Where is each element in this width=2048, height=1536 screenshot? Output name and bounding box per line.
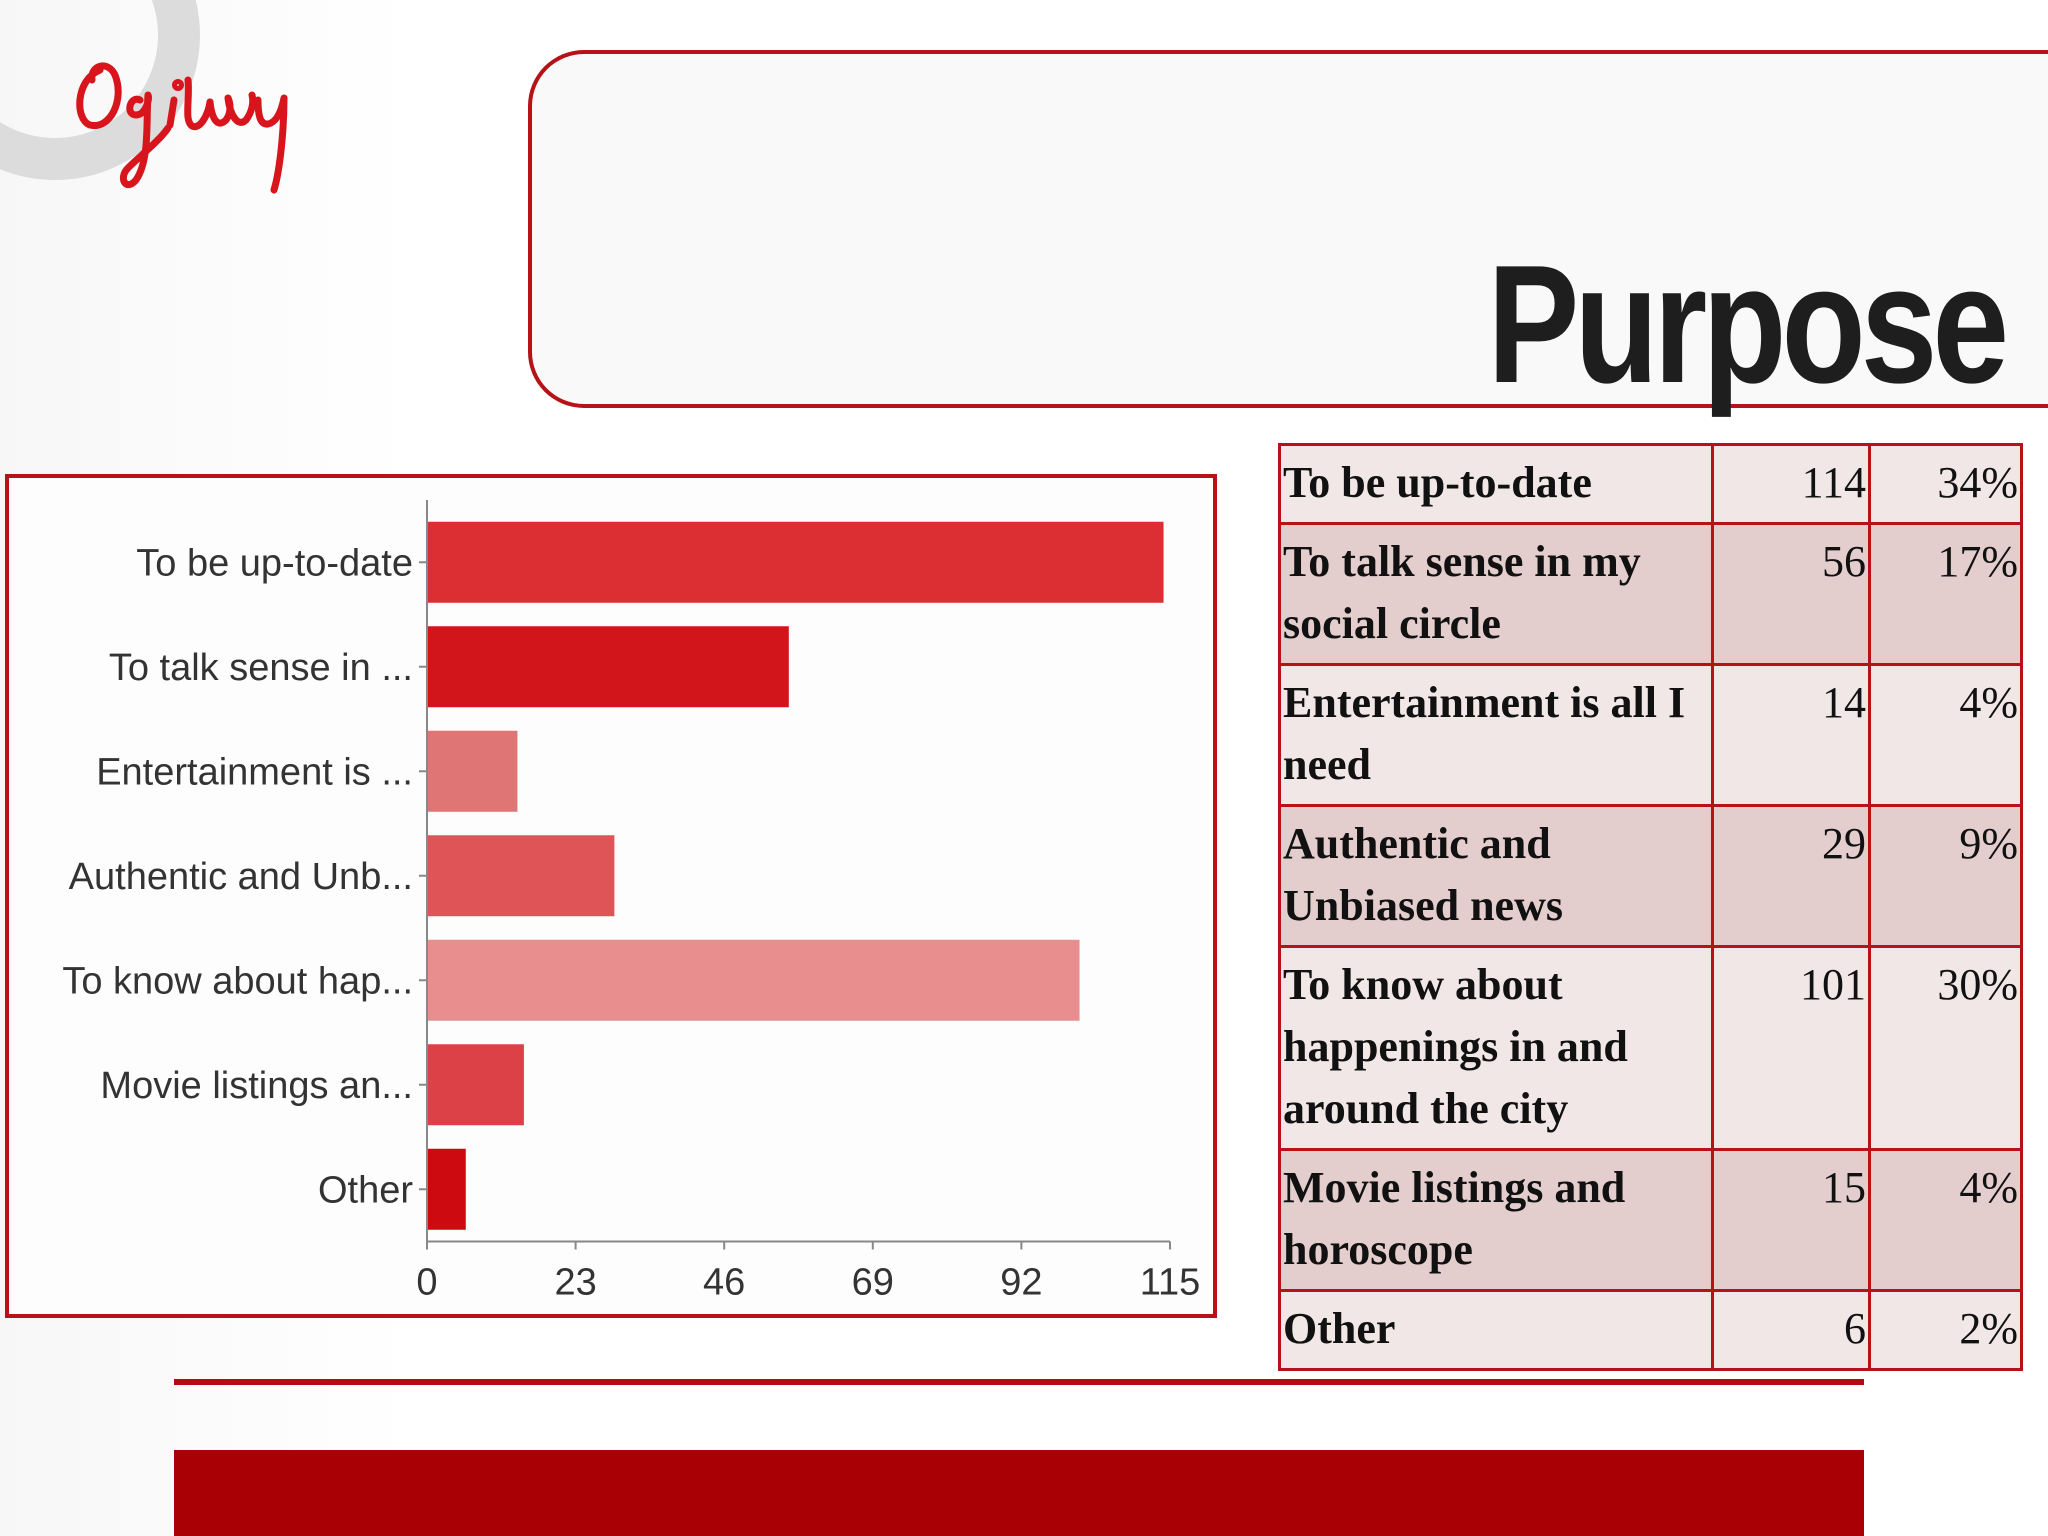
footer-bar [174, 1450, 1864, 1536]
y-tick-label: To talk sense in ... [109, 647, 413, 689]
row-percent: 34% [1868, 443, 2023, 525]
x-tick-label: 46 [703, 1262, 745, 1304]
x-tick-label: 0 [416, 1262, 437, 1304]
row-label: Movie listings and horoscope [1278, 1148, 1714, 1292]
row-percent: 4% [1868, 663, 2023, 807]
x-tick-label: 115 [1140, 1262, 1201, 1304]
row-label: To talk sense in my social circle [1278, 522, 1714, 666]
x-tick-label: 23 [554, 1262, 596, 1304]
chart-bar [427, 626, 789, 708]
table-row: Movie listings and horoscope 15 4% [1278, 1148, 2023, 1292]
footer-divider [174, 1379, 1864, 1385]
row-count: 14 [1711, 663, 1871, 807]
bar-chart: To be up-to-date To talk sense in ... Ente… [62, 500, 1201, 1304]
table-row: Entertainment is all I need 14 4% [1278, 663, 2023, 807]
bar-chart-frame: To be up-to-date To talk sense in ... Ente… [5, 474, 1217, 1318]
row-label: Authentic and Unbiased news [1278, 804, 1714, 948]
chart-bar [427, 1044, 524, 1126]
chart-bar [427, 521, 1164, 603]
row-label: Entertainment is all I need [1278, 663, 1714, 807]
chart-bar [427, 835, 615, 917]
row-percent: 30% [1868, 945, 2023, 1151]
page-title: Purpose [1487, 230, 2009, 418]
row-percent: 17% [1868, 522, 2023, 666]
row-count: 29 [1711, 804, 1871, 948]
row-label: To know about happenings in and around t… [1278, 945, 1714, 1151]
chart-bar [427, 730, 518, 812]
table-row: To talk sense in my social circle 56 17% [1278, 522, 2023, 666]
row-percent: 9% [1868, 804, 2023, 948]
y-tick-label: Entertainment is ... [96, 751, 413, 793]
y-tick-label: To be up-to-date [136, 542, 413, 584]
table-row: Other 6 2% [1278, 1289, 2023, 1371]
row-count: 114 [1711, 443, 1871, 525]
row-count: 15 [1711, 1148, 1871, 1292]
y-tick-label: Authentic and Unb... [69, 856, 413, 898]
row-count: 101 [1711, 945, 1871, 1151]
ogilvy-logo [76, 62, 288, 194]
table-row: To be up-to-date 114 34% [1278, 443, 2023, 525]
row-label: Other [1278, 1289, 1714, 1371]
row-percent: 4% [1868, 1148, 2023, 1292]
row-label: To be up-to-date [1278, 443, 1714, 525]
y-tick-label: Movie listings an... [100, 1065, 413, 1107]
row-percent: 2% [1868, 1289, 2023, 1371]
chart-bar [427, 939, 1080, 1021]
x-tick-label: 92 [1000, 1262, 1042, 1304]
row-count: 6 [1711, 1289, 1871, 1371]
title-box: Purpose [528, 50, 2048, 408]
y-tick-label: To know about hap... [62, 960, 413, 1002]
x-tick-label: 69 [852, 1262, 894, 1304]
table-row: To know about happenings in and around t… [1278, 945, 2023, 1151]
row-count: 56 [1711, 522, 1871, 666]
y-tick-label: Other [318, 1169, 413, 1211]
results-table: To be up-to-date 114 34% To talk sense i… [1278, 443, 2023, 1371]
table-row: Authentic and Unbiased news 29 9% [1278, 804, 2023, 948]
chart-bar [427, 1148, 466, 1230]
